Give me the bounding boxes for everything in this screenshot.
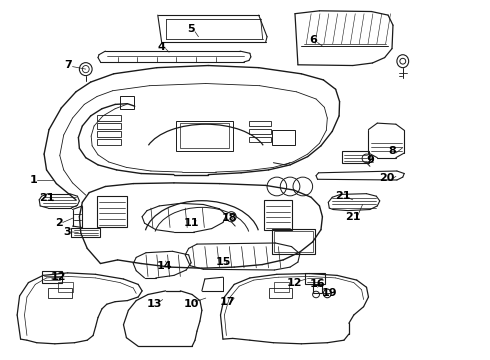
Bar — [264, 200, 292, 230]
Bar — [97, 115, 121, 121]
Bar — [274, 282, 289, 292]
Text: 11: 11 — [183, 218, 199, 228]
Bar — [176, 121, 233, 151]
Bar — [71, 228, 100, 237]
Bar — [313, 285, 322, 293]
Text: 21: 21 — [345, 212, 361, 222]
Bar — [305, 273, 325, 284]
Text: 15: 15 — [215, 257, 231, 267]
Text: 21: 21 — [39, 193, 54, 203]
Bar — [97, 131, 121, 137]
Bar — [97, 139, 121, 145]
Text: 16: 16 — [310, 279, 325, 289]
Text: 6: 6 — [310, 35, 318, 45]
Text: 4: 4 — [158, 42, 166, 52]
Text: 1: 1 — [29, 175, 37, 185]
Text: 5: 5 — [187, 24, 195, 34]
Bar — [58, 282, 73, 292]
Bar — [272, 229, 315, 254]
Bar — [97, 123, 121, 129]
Text: 19: 19 — [321, 288, 337, 298]
Text: 20: 20 — [379, 173, 395, 183]
Text: 2: 2 — [55, 218, 63, 228]
Bar — [97, 196, 127, 227]
Bar — [272, 130, 295, 145]
Bar — [180, 123, 229, 148]
Text: 3: 3 — [64, 227, 72, 237]
Text: 12: 12 — [286, 278, 302, 288]
Text: 21: 21 — [335, 191, 351, 201]
Text: 17: 17 — [220, 297, 236, 307]
Text: 13: 13 — [147, 299, 162, 309]
Text: 14: 14 — [156, 261, 172, 271]
Bar — [48, 288, 72, 298]
Bar — [269, 288, 292, 298]
Bar — [249, 129, 271, 134]
Bar — [274, 231, 313, 252]
Text: 9: 9 — [366, 155, 374, 165]
Bar — [249, 137, 271, 142]
Bar — [42, 271, 62, 283]
Text: 12: 12 — [51, 272, 67, 282]
Text: 18: 18 — [221, 213, 237, 223]
Bar — [249, 121, 271, 126]
Text: 7: 7 — [65, 60, 73, 70]
Text: 8: 8 — [388, 146, 396, 156]
Text: 10: 10 — [183, 299, 199, 309]
Bar — [120, 96, 134, 109]
Bar — [342, 151, 369, 163]
